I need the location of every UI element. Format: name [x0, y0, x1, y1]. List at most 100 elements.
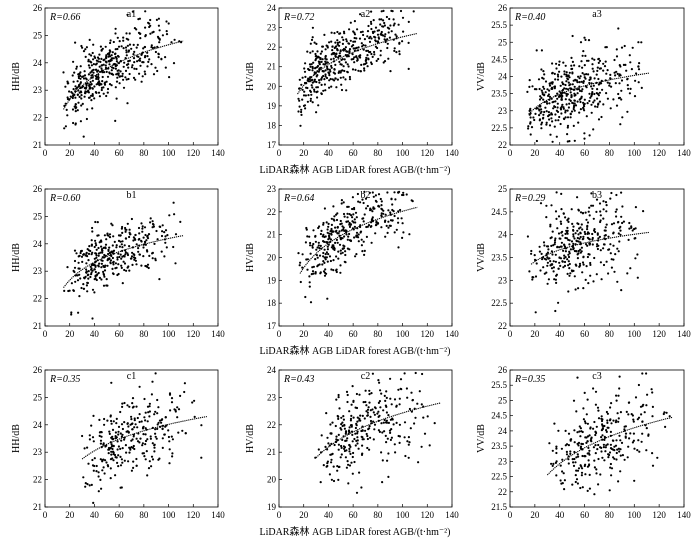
data-point	[391, 10, 394, 13]
data-point	[320, 78, 323, 81]
data-point	[619, 470, 622, 473]
data-point	[599, 249, 602, 252]
data-point	[319, 271, 322, 274]
data-point	[541, 91, 544, 94]
data-point	[597, 118, 601, 121]
data-point	[319, 52, 322, 55]
panel-id-label: b1	[127, 190, 137, 201]
y-axis-label: HV/dB	[245, 424, 256, 453]
panel-a1: 0 20 40 60 80 100 120 140212223242526HH/dBR=0.6…	[11, 3, 225, 158]
data-point	[321, 58, 324, 61]
data-point	[309, 97, 312, 100]
data-point	[297, 97, 300, 100]
data-point	[577, 208, 580, 211]
data-point	[356, 432, 359, 435]
data-point	[546, 251, 550, 254]
data-point	[600, 419, 604, 423]
data-point	[562, 249, 565, 252]
data-point	[322, 464, 325, 467]
data-point	[146, 250, 149, 253]
data-point	[533, 88, 537, 91]
y-tick-label: 24	[33, 420, 43, 430]
data-point	[322, 223, 325, 226]
data-point	[315, 66, 319, 69]
data-point	[528, 85, 531, 88]
data-point	[541, 258, 544, 261]
data-point	[559, 237, 562, 240]
data-point	[112, 40, 115, 44]
data-point	[105, 70, 108, 73]
data-point	[104, 243, 108, 246]
data-point	[97, 252, 100, 255]
data-point	[601, 423, 604, 426]
data-point	[304, 75, 307, 78]
data-point	[62, 71, 65, 74]
data-point	[615, 399, 618, 402]
data-point	[74, 122, 77, 125]
data-point	[369, 415, 372, 418]
data-point	[99, 478, 102, 481]
data-point	[615, 193, 618, 197]
data-point	[613, 270, 616, 273]
data-point	[389, 224, 392, 227]
data-point	[102, 442, 105, 445]
data-point	[368, 40, 372, 44]
x-tick-label: 60	[115, 329, 125, 339]
data-point	[72, 88, 75, 91]
data-point	[340, 446, 343, 449]
data-point	[355, 392, 358, 396]
data-point	[297, 110, 300, 113]
data-point	[132, 460, 135, 463]
data-point	[100, 248, 104, 251]
y-tick-label: 22	[33, 475, 42, 485]
data-point	[352, 30, 355, 33]
data-point	[595, 425, 598, 428]
data-point	[586, 102, 589, 105]
data-point	[148, 254, 151, 257]
data-point	[164, 66, 167, 69]
data-point	[155, 18, 158, 21]
data-point	[583, 64, 586, 67]
x-tick-label: 20	[530, 148, 540, 158]
panel-b2: 0 20 40 60 80 100 120 14017181920212223HV/dBR=0…	[245, 184, 459, 339]
data-point	[638, 62, 641, 65]
data-point	[97, 57, 100, 60]
y-tick-label: 22	[498, 321, 507, 331]
data-point	[585, 413, 588, 416]
data-point	[320, 92, 323, 95]
data-point	[599, 210, 602, 213]
data-point	[385, 441, 388, 444]
data-point	[342, 65, 345, 68]
data-point	[584, 211, 587, 214]
data-point	[351, 455, 354, 459]
data-point	[350, 425, 353, 428]
data-point	[346, 460, 349, 463]
data-point	[97, 475, 100, 478]
data-point	[136, 426, 139, 429]
data-point	[570, 56, 573, 60]
data-point	[63, 289, 66, 292]
panel-a2: 0 20 40 60 80 100 120 1401718192021222324HV/dBR…	[245, 3, 459, 158]
data-point	[377, 36, 380, 39]
data-point	[358, 417, 361, 420]
data-point	[153, 446, 156, 449]
data-point	[136, 416, 139, 420]
data-point	[586, 440, 589, 443]
data-point	[310, 273, 313, 276]
data-point	[630, 68, 634, 71]
data-point	[553, 86, 556, 89]
data-point	[77, 73, 80, 76]
data-point	[131, 251, 134, 254]
data-point	[569, 452, 572, 455]
data-point	[553, 278, 556, 281]
data-point	[345, 230, 348, 233]
data-point	[637, 416, 641, 419]
data-point	[146, 474, 149, 477]
data-point	[138, 237, 141, 241]
data-point	[366, 49, 370, 52]
data-point	[169, 409, 172, 412]
data-point	[105, 461, 108, 464]
data-point	[157, 406, 160, 409]
data-point	[343, 58, 346, 61]
data-point	[588, 453, 591, 456]
